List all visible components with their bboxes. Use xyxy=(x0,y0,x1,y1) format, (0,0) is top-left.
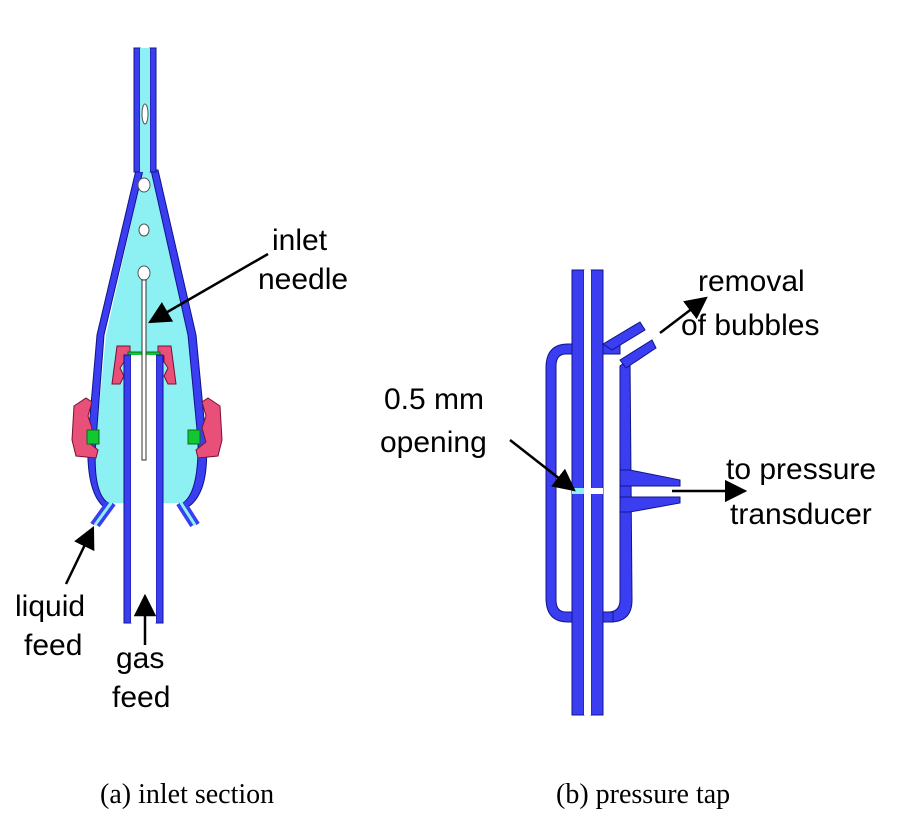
bubble xyxy=(138,223,150,237)
label-liquid-feed: feed xyxy=(24,629,82,662)
jacket-right-outer xyxy=(602,356,633,623)
inlet-section-drawing xyxy=(71,47,223,624)
tap-opening xyxy=(572,488,584,494)
capillary-wall-right xyxy=(149,47,157,173)
capillary-wall-left xyxy=(133,47,141,173)
liquid-feed-channel-right xyxy=(179,502,197,526)
label-removal: removal xyxy=(698,265,805,298)
pressure-tap-drawing xyxy=(545,269,681,716)
fitting-right xyxy=(195,397,223,459)
jacket-bottom-right xyxy=(602,611,614,623)
label-liquid: liquid xyxy=(15,590,85,623)
liquid-feed-tube-right xyxy=(176,500,200,528)
gas-tube-wall-right xyxy=(155,354,164,624)
bubble xyxy=(141,103,149,125)
caption-a: (a) inlet section xyxy=(100,779,274,810)
liquid-feed-tube-left xyxy=(90,500,116,528)
transducer-port-upper xyxy=(619,469,681,487)
seal-left xyxy=(86,429,100,445)
seal-right xyxy=(187,429,201,445)
label-opening: opening xyxy=(380,426,487,459)
label-gas: gas xyxy=(116,642,164,675)
arrow-liquid-feed xyxy=(64,525,95,585)
label-opening-size: 0.5 mm xyxy=(384,383,484,416)
caption-b: (b) pressure tap xyxy=(556,779,730,810)
label-transducer: transducer xyxy=(730,498,872,531)
tap-gap xyxy=(591,488,603,494)
label-inlet: inlet xyxy=(272,224,328,257)
arrow-opening xyxy=(509,439,576,492)
bubble xyxy=(137,265,151,281)
arrow-inlet-needle xyxy=(148,252,269,324)
inlet-needle xyxy=(141,279,147,461)
bubble-removal-tube-outer xyxy=(619,339,657,369)
liquid-feed-channel-left xyxy=(93,502,113,526)
main-tube-bore xyxy=(584,270,591,715)
label-of-bubbles: of bubbles xyxy=(681,309,819,342)
label-to-pressure: to pressure xyxy=(726,453,876,486)
label-gas-feed: feed xyxy=(112,681,170,714)
bubble-removal-tube xyxy=(602,321,646,351)
bypass-jacket-left xyxy=(545,343,573,623)
bubble xyxy=(137,177,151,193)
arrow-removal-of-bubbles xyxy=(659,296,708,334)
transducer-port-lower xyxy=(619,496,681,513)
liquid-region xyxy=(95,170,199,503)
label-needle: needle xyxy=(258,263,348,296)
gas-tube-wall-left xyxy=(123,354,132,624)
